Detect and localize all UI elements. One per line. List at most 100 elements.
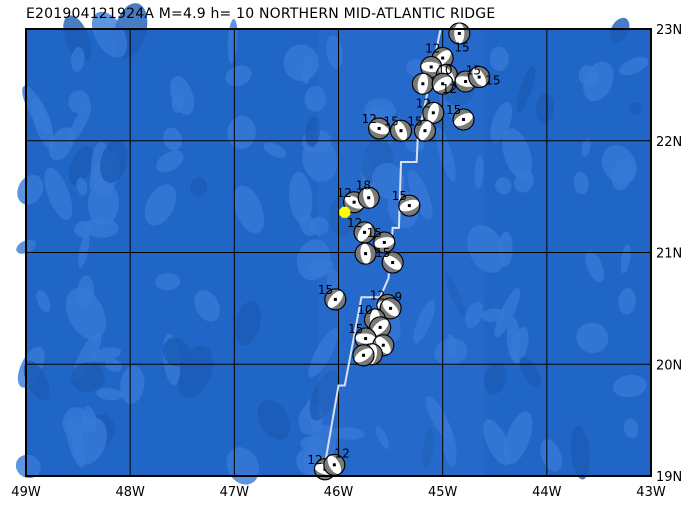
beachball-center [333,297,337,301]
beachball-outline [354,242,377,265]
beachball-outline [373,231,396,254]
depth-label: 12 [370,289,385,303]
beachball-center [431,111,435,115]
bathymetry-patch [234,301,261,346]
bathymetry-patch [288,171,313,224]
beachball-outline [381,251,404,274]
depth-label: 15 [367,226,382,240]
focal-mechanism [323,453,346,476]
bathymetry-patch [540,439,563,472]
beachball-center [381,343,385,347]
bathymetry-patch [490,101,513,143]
depth-label: 18 [356,178,371,192]
bathymetry-patch [494,288,521,338]
focal-mechanism [373,231,396,254]
beachball-center [389,306,393,310]
lat-tick-label: 22N [656,135,682,150]
lat-tick-label: 19N [656,470,682,485]
bathymetry-patch [233,185,265,234]
bathymetry-patch [194,290,220,322]
bathymetry-patch [99,140,128,183]
bathymetry-patch [144,184,177,226]
bathymetry-patch [441,422,457,467]
bathymetry-patch [516,65,536,113]
depth-label: 12 [334,447,349,461]
bathymetry-patch [63,15,92,62]
bathymetry-patch [302,137,338,183]
bathymetry-patch [570,426,590,480]
bathymetry-patch [155,273,181,291]
depth-label: 12 [416,96,431,110]
beachball-outline [448,22,471,45]
beachball-outline [368,117,391,140]
bathymetry-patch [308,328,339,378]
bathymetry-patch [17,174,44,205]
bathymetry-patch [162,337,190,367]
beachball-center [362,353,365,357]
bathymetry-patch [87,181,119,226]
bathymetry-patch [506,316,521,361]
bathymetry-patch [15,454,41,479]
bathymetry-patch [283,44,319,81]
beachball-outline [398,194,421,217]
depth-label: 15 [375,246,390,260]
depth-label: 15 [454,41,469,55]
bathymetry-patch [445,273,466,317]
epicenter-marker [339,206,351,218]
focal-mechanism [468,66,491,89]
lon-tick-label: 46W [324,485,354,500]
beachball-center [421,82,425,86]
bathymetry-patch [375,425,390,450]
bathymetry-patch [536,93,554,124]
depth-label: 15 [318,283,333,297]
bathymetry-patch [413,299,435,344]
focal-mechanism [357,186,380,209]
beachball-center [429,65,433,69]
lon-tick-label: 47W [220,485,250,500]
focal-mechanisms [313,22,491,481]
beachball-center [423,129,427,133]
frame-border [25,28,652,477]
bathymetry-patch [573,171,589,195]
bathymetry-patch [307,259,334,278]
depth-label: 10 [437,63,452,77]
beachball-center [364,252,368,256]
bathymetry-patch [30,98,55,150]
bathymetry-patch [474,155,484,189]
beachball-center [364,337,368,341]
beachball-outline [379,297,402,320]
lat-tick-label: 20N [656,358,682,373]
focal-mechanism [452,108,475,131]
beachball-outline [431,72,454,95]
focal-mechanism [381,251,404,274]
beachball-center [363,230,367,234]
beachball-center [441,82,445,86]
bathymetry-patch [495,177,512,195]
map-frame [25,28,652,477]
bathymetry-patch [503,411,533,465]
depth-label: 12 [347,216,362,230]
focal-mechanism [379,297,402,320]
depth-label: 15 [348,322,363,336]
bathymetry-patch [483,363,507,395]
beachball-outline [357,186,380,209]
bathymetry-patch [71,46,85,73]
beachball-center [477,75,481,79]
focal-mechanism [431,72,454,95]
bathymetry-patch [465,301,484,328]
map-title: E201904121924A M=4.9 h= 10 NORTHERN MID-… [26,6,496,22]
depth-label: 12 [442,82,457,96]
bathymetry-patch [309,370,340,421]
bathymetry-patch [612,374,647,398]
focal-mechanism [354,242,377,265]
focal-mechanism [411,72,434,95]
bathymetry-patch [163,127,183,151]
bathymetry-patch [23,360,50,401]
beachball-outline [390,119,412,142]
depth-label: 12 [307,453,322,467]
bathymetry-patch [483,419,512,466]
lon-tick-label: 45W [428,485,458,500]
